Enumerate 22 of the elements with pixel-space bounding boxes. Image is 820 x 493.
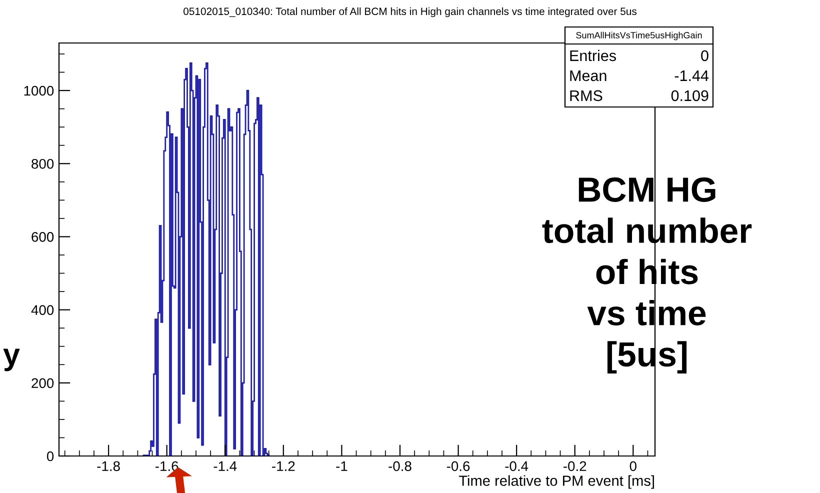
x-tick-label: -0.2 — [564, 461, 586, 472]
y-tick-label: 0 — [46, 451, 54, 462]
y-tick-label: 200 — [32, 378, 54, 388]
text: SumAllHitsVsTime5usHighGain — [576, 32, 702, 40]
y-tick-label: 600 — [32, 232, 54, 242]
x-tick-label: 0 — [630, 461, 636, 472]
x-tick-label: -1.4 — [214, 461, 237, 471]
text: Mean -1.44 — [570, 70, 709, 82]
chart-title: 05102015_010340: Total number of All BCM hits in High gain channels vs time integrated over 5us — [184, 7, 637, 18]
x-tick-label: -0.4 — [505, 461, 528, 472]
x-tick-label: -1 — [336, 461, 348, 471]
x-tick-label: -0.8 — [388, 461, 412, 472]
y-tick-label: 1000 — [24, 86, 54, 96]
text: y — [3, 348, 20, 372]
x-tick-label: -1.8 — [97, 461, 120, 472]
x-axis-title: Time relative to PM event [ms] — [458, 475, 654, 489]
y-tick-label: 800 — [32, 158, 54, 169]
x-tick-label: -0.6 — [446, 461, 470, 472]
text: RMS 0.109 — [570, 90, 708, 102]
y-tick-label: 400 — [31, 305, 54, 315]
x-tick-label: -1.2 — [272, 461, 295, 471]
text: Entries 0 — [570, 50, 708, 62]
